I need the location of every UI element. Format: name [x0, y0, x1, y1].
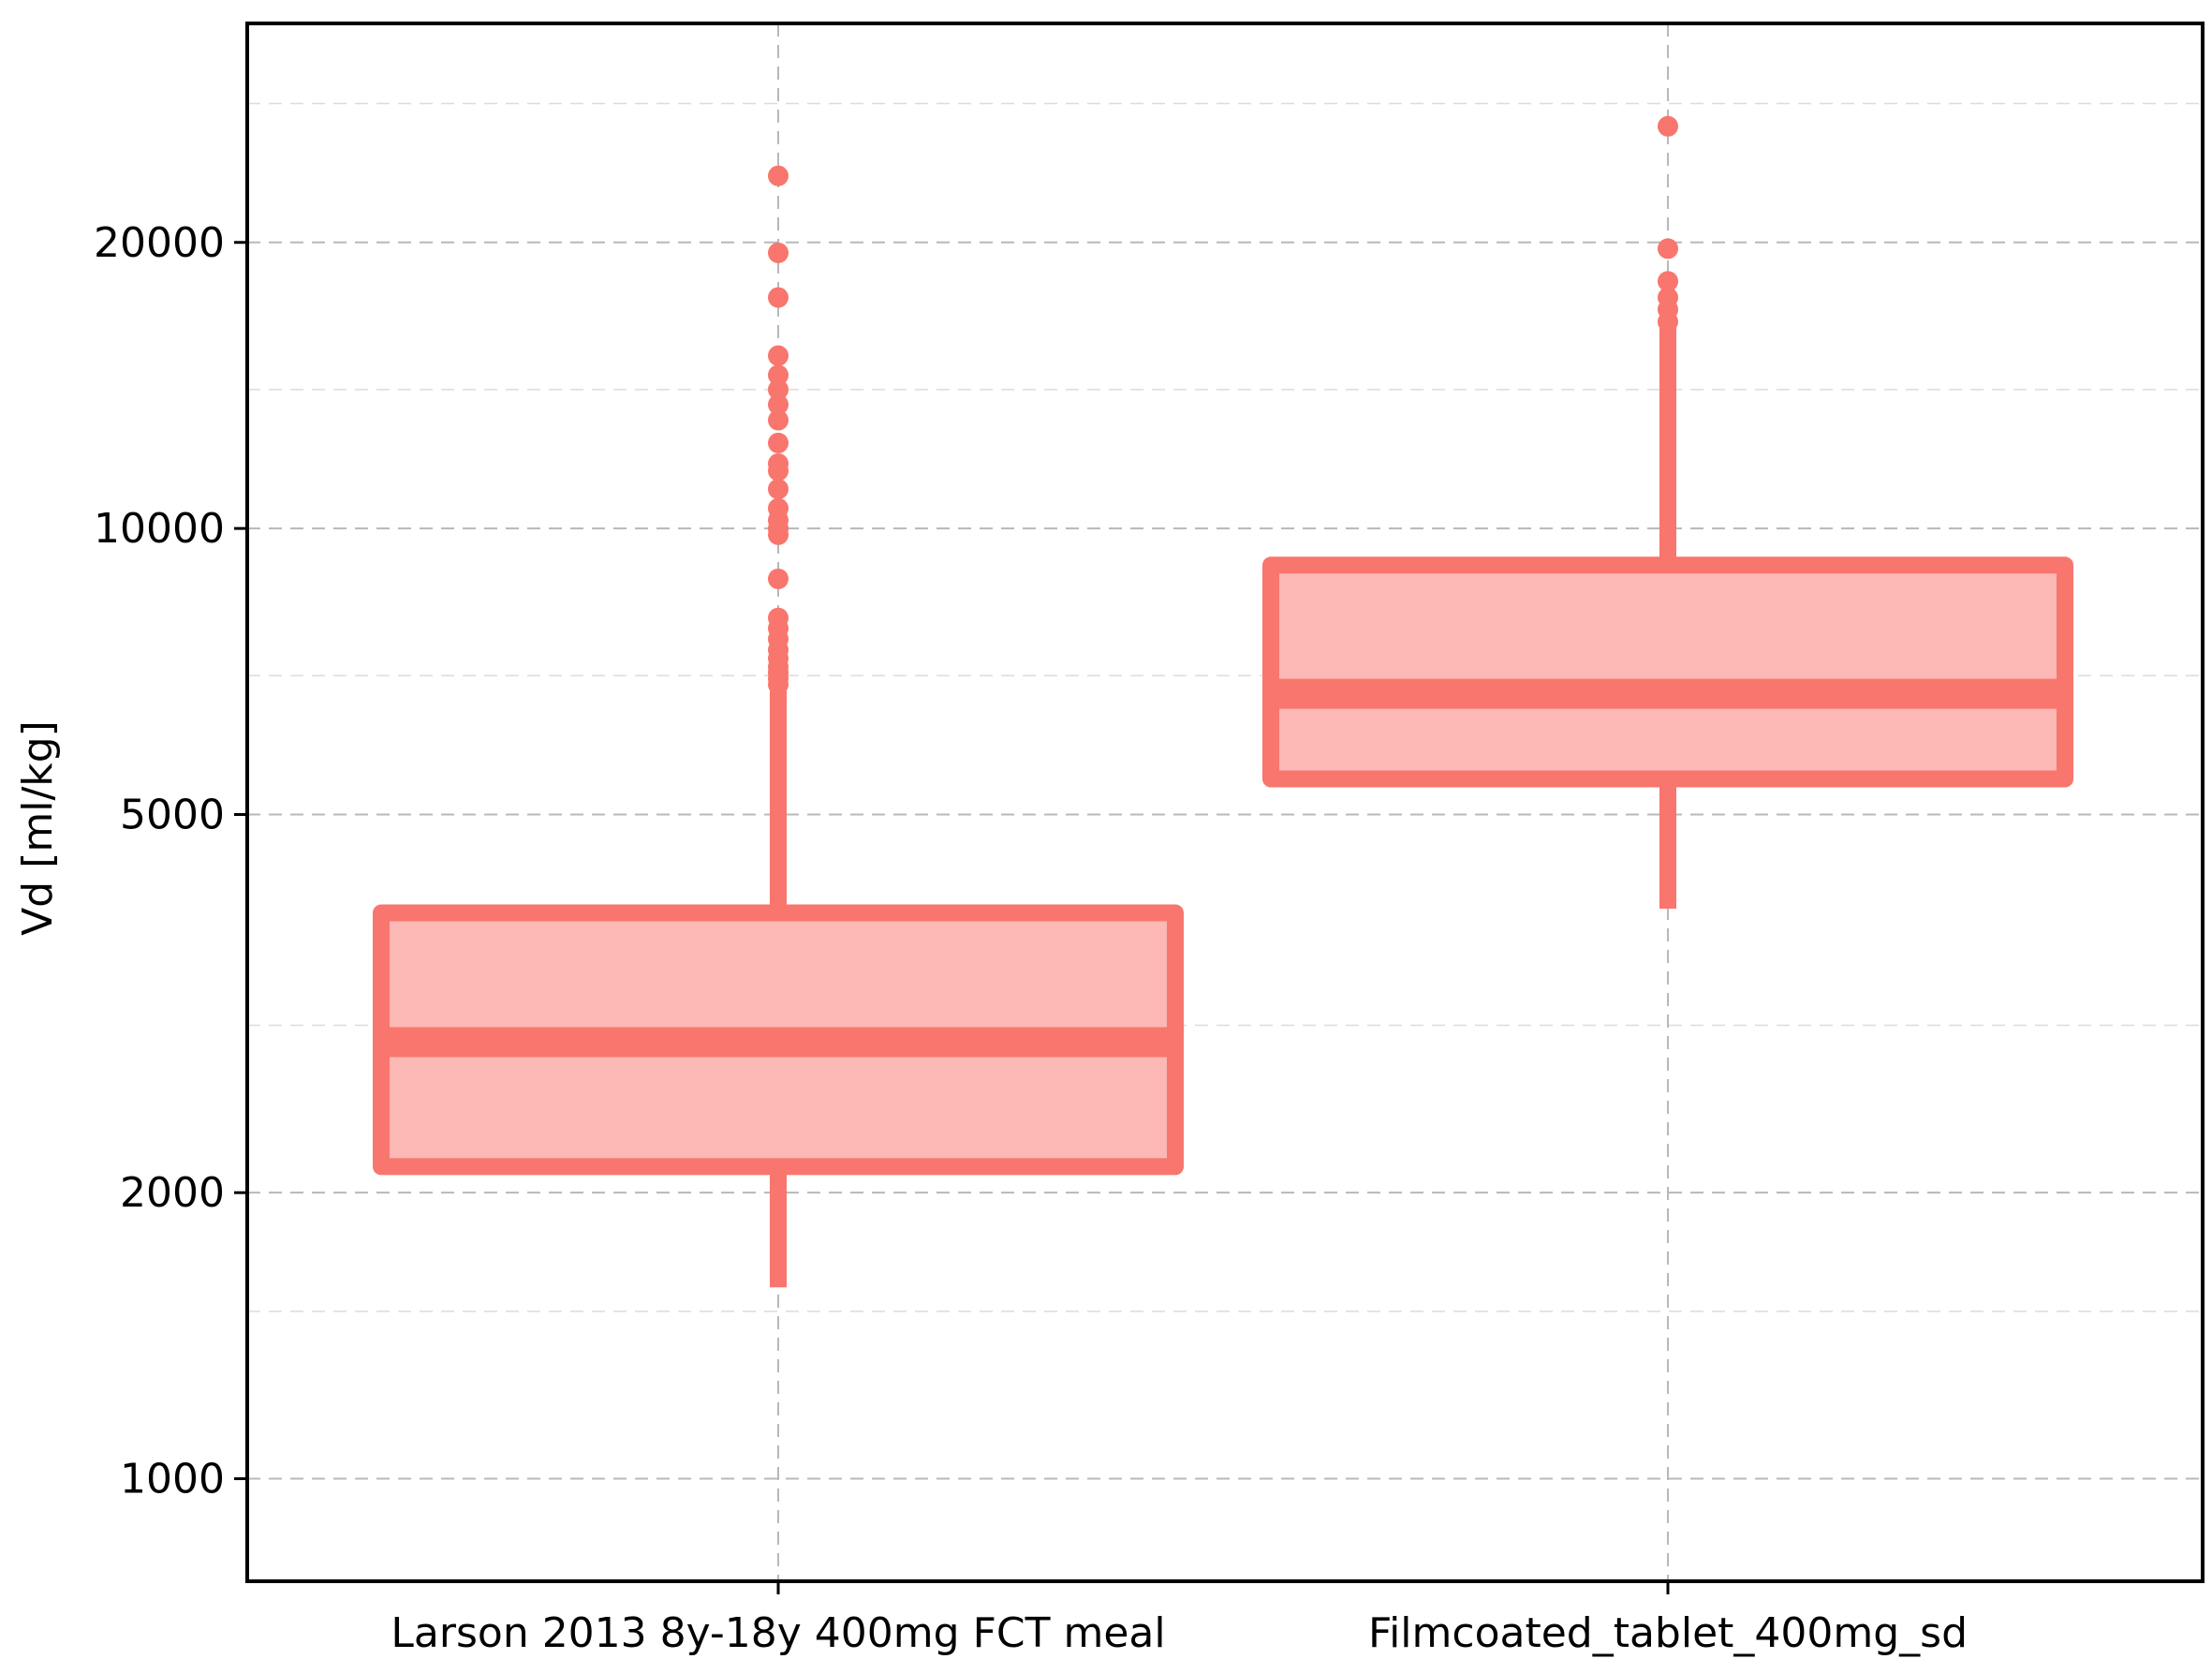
outlier-point [768, 607, 789, 629]
box-series [373, 115, 2073, 1288]
outlier-point [768, 378, 789, 400]
outlier-point [768, 287, 789, 308]
grid-lines [247, 23, 2203, 1581]
outlier-point [768, 165, 789, 186]
plot-frame [245, 22, 2205, 1583]
outlier-point [768, 432, 789, 453]
y-tick-label: 10000 [94, 505, 225, 553]
x-axis: Larson 2013 8y-18y 400mg FCT meal Filmcoa… [391, 1581, 1968, 1657]
outlier-point [768, 479, 789, 500]
outlier-point [768, 409, 789, 431]
iqr-box [1262, 556, 2073, 788]
y-axis: 1000 2000 5000 10000 20000 [94, 219, 247, 1503]
outlier-point [768, 345, 789, 366]
outlier-point [768, 393, 789, 415]
y-tick-label: 1000 [120, 1456, 225, 1503]
outlier-point [768, 568, 789, 589]
outlier-point [1658, 238, 1678, 259]
x-tick-label: Filmcoated_tablet_400mg_sd [1368, 1609, 1968, 1657]
y-tick-label: 2000 [120, 1169, 225, 1217]
box-1 [373, 165, 1184, 1288]
outlier-point [768, 497, 789, 519]
outlier-point [1658, 271, 1678, 292]
y-tick-label: 5000 [120, 792, 225, 839]
outlier-point [1658, 287, 1678, 308]
outlier-point [1658, 115, 1678, 137]
box-2 [1262, 115, 2073, 910]
outlier-point [768, 364, 789, 386]
y-tick-label: 20000 [94, 219, 225, 267]
x-tick-label: Larson 2013 8y-18y 400mg FCT meal [391, 1609, 1165, 1657]
outlier-point [768, 452, 789, 474]
y-axis-title: Vd [ml/kg] [14, 720, 62, 936]
outlier-point [768, 242, 789, 263]
